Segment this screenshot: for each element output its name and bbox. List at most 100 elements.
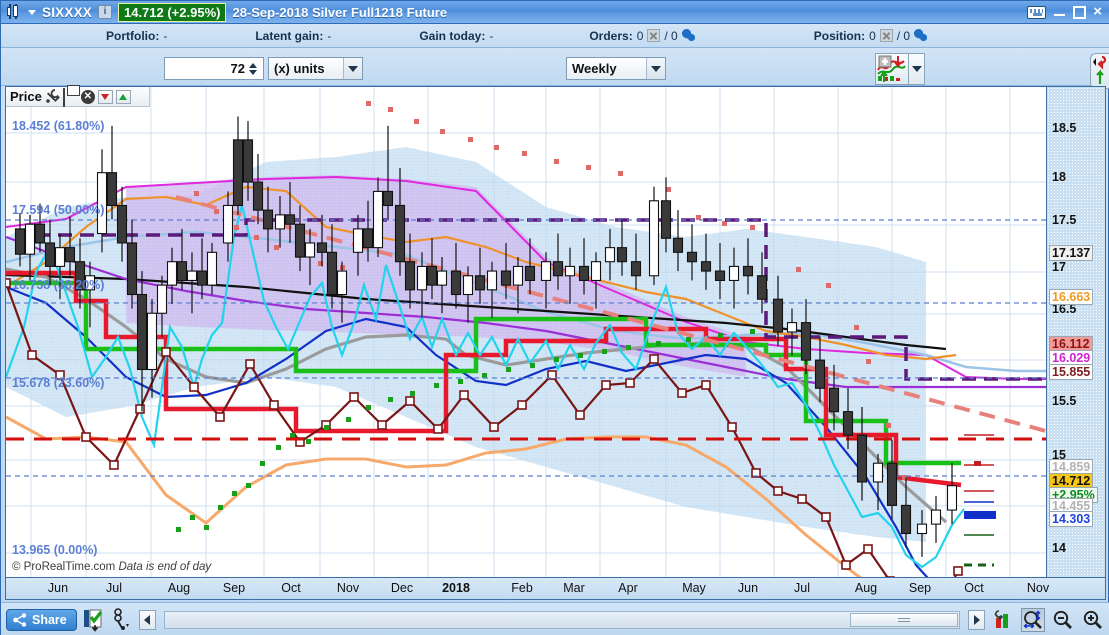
candle-body [206,251,218,286]
wrench-icon[interactable] [45,89,60,104]
latent-gain-label: Latent gain: [255,28,324,43]
ma-blue [6,285,929,577]
time-axis[interactable]: Jun Jul Aug Sep Oct Nov Dec 2018 Feb Mar Apr May Jun… [5,578,1106,600]
candle-body [604,247,616,263]
move-down-icon[interactable] [97,89,113,104]
candle-body [316,242,328,253]
spinner-down-icon[interactable] [249,69,257,75]
time-axis-tick: Oct [964,581,984,595]
chart-settings-icon [994,609,1008,628]
candle-body [828,387,840,413]
add-indicator-dropdown[interactable] [908,53,925,85]
time-axis-tick: Mar [563,581,585,595]
close-icon[interactable]: ✕ [80,89,95,104]
price-axis-tick: 18 [1052,170,1066,184]
candle-body [436,270,448,286]
candle-body [524,265,536,282]
candle-body [900,504,912,535]
candle-body [540,261,552,282]
cloud-line-lightblue [6,230,1046,373]
close-position-icon[interactable] [879,29,893,42]
cancel-orders-icon[interactable] [647,29,661,42]
move-up-icon[interactable] [115,89,131,104]
orders-label: Orders: [589,28,633,43]
candle-body [714,270,726,282]
zoom-fit-button[interactable] [1021,607,1045,632]
candle-body [126,242,138,296]
candle-body [262,209,274,230]
band-orange-lower [6,415,862,577]
candle-body [728,265,740,282]
ma-purple [6,235,1046,389]
quantity-spinner[interactable] [249,59,260,78]
candle-body [474,275,486,291]
orders-settings-gear-icon[interactable] [681,29,696,42]
zoom-out-icon [1053,610,1072,629]
candle-body [242,139,254,183]
orders-count-secondary: / 0 [664,28,678,43]
fibonacci-label: 17.594 (50.00%) [12,203,105,217]
share-button[interactable]: Share [6,608,77,631]
candle-body [14,228,26,255]
candle-body [686,251,698,263]
timeframe-dropdown-chevron-down-icon[interactable] [646,58,665,79]
duplicate-icon[interactable] [62,88,78,107]
candle-body [382,190,394,207]
position-cell: Position: 0 / 0 [814,29,928,43]
candle-body [616,247,628,263]
position-count-secondary: / 0 [896,28,911,43]
candle-body [630,261,642,277]
candle-body [462,275,474,296]
chevron-down-icon[interactable] [28,9,36,15]
price-axis[interactable]: 18.5 18 17.5 17 16.5 15.5 15 14 17.137 16.663 16.1… [1046,87,1105,577]
share-label: Share [32,612,67,627]
chart-settings-button[interactable] [991,608,1015,632]
units-dropdown[interactable]: (x) units [268,57,363,80]
timeframe-dropdown[interactable]: Weekly [566,57,666,80]
scroll-left-button[interactable] [138,609,156,630]
portfolio-value: - [163,28,168,43]
time-axis-tick: 2018 [442,581,470,595]
candle-body [274,214,286,230]
candle-body [252,181,264,211]
keyboard-icon[interactable] [1027,5,1047,19]
price-axis-marker: 17.137 [1049,245,1094,261]
symbol-label: SIXXXX [42,4,92,20]
buy-sell-arrows-icon [1093,55,1107,84]
candle-body [34,223,46,244]
ma-cyan [6,204,965,569]
scrollbar-thumb[interactable] [850,612,958,627]
watermark: © ProRealTime.com Data is end of day [12,561,211,573]
zoom-out-button[interactable] [1051,608,1075,632]
units-label: (x) units [274,61,325,76]
position-settings-gear-icon[interactable] [914,29,928,42]
scroll-right-button[interactable] [968,609,985,630]
candle-body [232,139,244,207]
parabolic-sar-up-dots [176,329,755,532]
probe-icon[interactable] [111,607,133,632]
candle-body [916,523,928,535]
quantity-stepper[interactable]: 72 [164,57,264,80]
portfolio-label: Portfolio: [106,28,160,43]
candle-body [24,223,36,255]
chart-horizontal-scrollbar[interactable] [163,610,960,629]
chart-plot-area[interactable]: 18.452 (61.80%) 17.594 (50.00%) 16.738 (38… [6,87,1046,577]
candle-body [814,359,826,389]
close-button[interactable]: × [1093,3,1102,20]
portfolio-cell: Portfolio: - [106,29,167,43]
add-indicator-button[interactable] [875,53,908,85]
units-dropdown-chevron-down-icon[interactable] [343,58,362,79]
spinner-up-icon[interactable] [249,62,257,68]
candle-body [196,270,208,286]
info-icon[interactable]: i [97,5,112,19]
buy-sell-panel-tab[interactable] [1090,53,1109,89]
minimize-button[interactable] [1053,5,1066,19]
position-count: 0 [869,28,876,43]
add-indicator-icon [877,55,906,82]
zoom-in-button[interactable] [1081,608,1105,632]
candle-body [660,200,672,239]
zoom-in-icon [1083,610,1102,629]
maximize-button[interactable] [1073,5,1087,19]
candle-body [326,251,338,296]
checklist-icon[interactable] [83,608,105,632]
